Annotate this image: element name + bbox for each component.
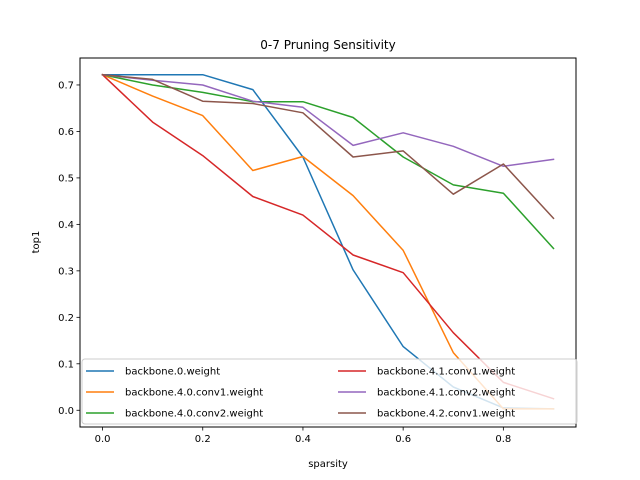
y-tick-label: 0.6 xyxy=(58,127,74,138)
y-axis-label: top1 xyxy=(31,231,42,254)
chart-title: 0-7 Pruning Sensitivity xyxy=(260,38,395,52)
legend-box xyxy=(81,358,578,425)
legend-label-4: backbone.4.1.conv2.weight xyxy=(377,388,515,399)
y-tick-label: 0.2 xyxy=(58,313,74,324)
x-tick-label: 0.8 xyxy=(495,434,511,445)
legend-label-0: backbone.0.weight xyxy=(125,367,220,378)
series-line-2 xyxy=(101,73,555,250)
y-tick-label: 0.7 xyxy=(58,80,74,91)
y-tick-label: 0.1 xyxy=(58,359,74,370)
x-tick-label: 0.2 xyxy=(195,434,211,445)
legend: backbone.0.weight backbone.4.0.conv1.weig… xyxy=(81,358,578,425)
series-line-4 xyxy=(101,73,555,168)
plot-frame xyxy=(79,57,577,428)
legend-label-5: backbone.4.2.conv1.weight xyxy=(377,409,515,420)
x-axis-label: sparsity xyxy=(308,459,348,470)
ticks-layer: 0.0 0.2 0.4 0.6 0.8 0.0 0.1 0.2 0.3 0.4 0.5 0.6 0.7 xyxy=(58,80,511,445)
y-tick-label: 0.5 xyxy=(58,173,74,184)
y-tick-label: 0.0 xyxy=(58,406,74,417)
series-layer xyxy=(101,73,555,410)
legend-label-1: backbone.4.0.conv1.weight xyxy=(125,388,263,399)
x-tick-label: 0.6 xyxy=(395,434,411,445)
series-line-5 xyxy=(101,73,555,220)
y-tick-label: 0.3 xyxy=(58,266,74,277)
x-tick-label: 0.0 xyxy=(95,434,111,445)
legend-label-2: backbone.4.0.conv2.weight xyxy=(125,409,263,420)
legend-label-3: backbone.4.1.conv1.weight xyxy=(377,367,515,378)
x-tick-label: 0.4 xyxy=(295,434,311,445)
y-tick-label: 0.4 xyxy=(58,220,74,231)
series-line-3 xyxy=(101,73,555,400)
